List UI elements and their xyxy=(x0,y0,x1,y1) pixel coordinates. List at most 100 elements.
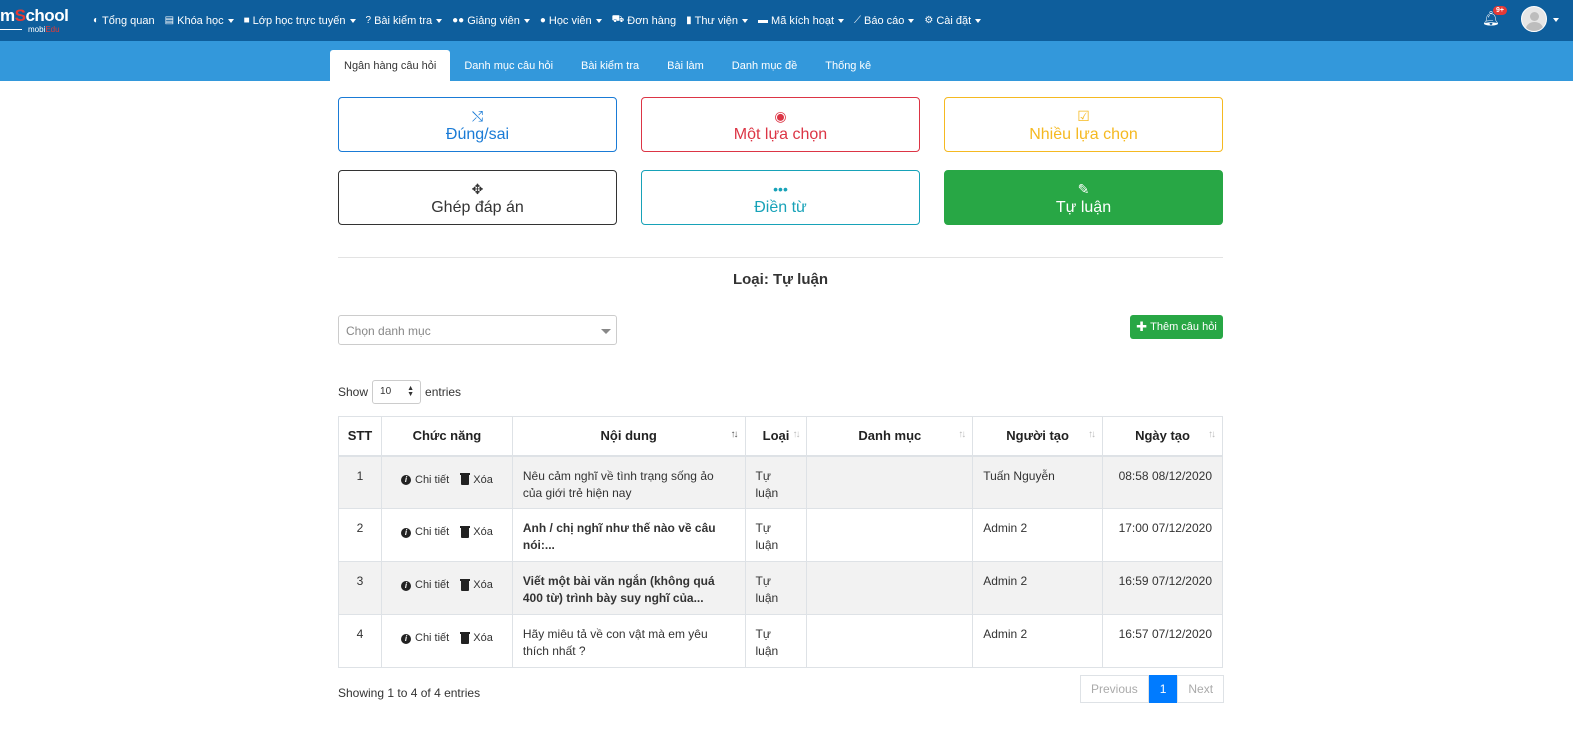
pagination: Previous 1 Next xyxy=(1080,675,1225,703)
header-label: STT xyxy=(347,428,373,444)
tab-bai-kiem-tra[interactable]: Bài kiểm tra xyxy=(581,59,640,72)
nav-item-don-hang[interactable]: ⛟ Đơn hàng xyxy=(612,14,676,27)
col-loai[interactable]: Loại ↑↓ xyxy=(744,416,808,457)
delete-button[interactable]: Xóa xyxy=(460,472,493,489)
avatar[interactable] xyxy=(1521,6,1547,32)
detail-label: Chi tiết xyxy=(415,526,450,538)
header-label: Danh mục xyxy=(858,428,922,444)
pagination-previous[interactable]: Previous xyxy=(1080,675,1149,703)
ellipsis-icon: ••• xyxy=(773,181,788,197)
header-label: Ngày tạo xyxy=(1135,428,1190,444)
shuffle-icon: ⤭ xyxy=(471,108,484,124)
header-label: Nội dung xyxy=(600,428,657,444)
cart-icon: ⛟ xyxy=(611,14,625,25)
nav-label: Bài kiểm tra xyxy=(374,14,433,27)
caret-down-icon xyxy=(595,18,602,23)
video-icon: ■ xyxy=(243,15,250,26)
col-ngay-tao[interactable]: Ngày tạo ↑↓ xyxy=(1102,416,1223,457)
detail-button[interactable]: i Chi tiết xyxy=(401,524,449,541)
row-actions: i Chi tiết Xóa xyxy=(392,520,502,541)
nav-label: Báo cáo xyxy=(864,14,905,27)
tab-thong-ke[interactable]: Thống kê xyxy=(825,59,872,72)
col-nguoi-tao[interactable]: Người tạo ↑↓ xyxy=(972,416,1104,457)
question-circle-icon: ? xyxy=(365,15,372,26)
page-length-value: 10 xyxy=(380,386,392,397)
cell-date: 16:59 07/12/2020 xyxy=(1102,561,1223,615)
tab-ngan-hang-cau-hoi[interactable]: Ngân hàng câu hỏi xyxy=(330,50,451,81)
cell-content: Nêu cảm nghĩ về tình trạng sống ảo của g… xyxy=(511,455,746,509)
sort-icon: ↑↓ xyxy=(730,429,739,440)
questions-table: STT Chức năng Nội dung ↑↓ Loại ↑↓ Danh mục… xyxy=(338,416,1223,668)
nav-label: Khóa học xyxy=(177,14,224,27)
cell-date: 16:57 07/12/2020 xyxy=(1102,614,1223,668)
detail-button[interactable]: i Chi tiết xyxy=(401,472,449,489)
pagination-page[interactable]: 1 xyxy=(1148,675,1178,703)
delete-button[interactable]: Xóa xyxy=(460,577,493,594)
col-danh-muc[interactable]: Danh mục ↑↓ xyxy=(806,416,974,457)
cell-creator: Admin 2 xyxy=(972,614,1104,668)
add-question-button[interactable]: ✚ Thêm câu hỏi xyxy=(1130,315,1223,339)
updown-icon: ▲ ▼ xyxy=(407,385,415,398)
pagination-next[interactable]: Next xyxy=(1177,675,1225,703)
cell-stt: 1 xyxy=(338,455,382,509)
logo-underline xyxy=(0,29,22,30)
caret-down-icon[interactable] xyxy=(1553,18,1559,22)
brand-logo[interactable]: mSchool mobiEdu xyxy=(0,4,80,36)
type-fill-blank-button[interactable]: ••• Điền từ xyxy=(641,170,920,225)
card-icon: ▬ xyxy=(758,15,769,26)
caret-down-icon xyxy=(227,18,234,23)
tab-danh-muc-cau-hoi[interactable]: Danh mục câu hỏi xyxy=(464,59,554,72)
table-info: Showing 1 to 4 of 4 entries xyxy=(338,686,481,700)
info-circle-icon: i xyxy=(401,580,411,591)
type-essay-button[interactable]: ✎ Tự luận xyxy=(944,170,1223,225)
nav-item-khoa-hoc[interactable]: ▤ Khóa học xyxy=(165,15,234,27)
type-true-false-button[interactable]: ⤭ Đúng/sai xyxy=(338,97,617,152)
tab-danh-muc-de[interactable]: Danh mục đề xyxy=(731,59,798,72)
nav-item-giang-vien[interactable]: ●● Giảng viên xyxy=(452,15,530,27)
nav-item-lop-hoc[interactable]: ■ Lớp học trực tuyến xyxy=(244,15,356,27)
col-noi-dung[interactable]: Nội dung ↑↓ xyxy=(511,416,746,457)
delete-button[interactable]: Xóa xyxy=(460,630,493,647)
cell-actions: i Chi tiết Xóa xyxy=(380,614,513,668)
row-actions: i Chi tiết Xóa xyxy=(392,573,502,594)
row-actions: i Chi tiết Xóa xyxy=(392,468,502,489)
nav-item-hoc-vien[interactable]: ● Học viên xyxy=(540,15,602,27)
add-question-label: Thêm câu hỏi xyxy=(1150,321,1217,333)
detail-button[interactable]: i Chi tiết xyxy=(401,630,449,647)
type-label: Điền từ xyxy=(754,199,807,216)
dashboard-icon: ◐ xyxy=(93,15,100,26)
cell-creator: Admin 2 xyxy=(972,508,1104,562)
chart-icon: ⟋ xyxy=(854,15,862,26)
nav-item-bao-cao[interactable]: ⟋ Báo cáo xyxy=(854,14,915,27)
tab-bai-lam[interactable]: Bài làm xyxy=(667,59,704,72)
table-row: 1 i Chi tiết Xóa Nêu cảm nghĩ về tình trạng … xyxy=(338,455,1223,509)
header-label: Chức năng xyxy=(412,428,482,444)
plus-icon: ✚ xyxy=(1136,319,1148,334)
nav-item-ma-kich-hoat[interactable]: ▬ Mã kích hoạt xyxy=(758,15,845,27)
page-length-select[interactable]: 10 ▲ ▼ xyxy=(372,380,422,404)
nav-item-tong-quan[interactable]: ◐ Tổng quan xyxy=(93,15,155,27)
cell-content: Anh / chị nghĩ như thế nào về câu nói:..… xyxy=(511,508,746,562)
header-label: Loại xyxy=(762,428,790,444)
caret-down-icon xyxy=(523,18,530,23)
col-stt[interactable]: STT xyxy=(338,416,382,457)
nav-item-bai-kiem-tra[interactable]: ? Bài kiểm tra xyxy=(366,15,443,27)
category-select[interactable]: Chọn danh mục xyxy=(338,315,617,345)
detail-button[interactable]: i Chi tiết xyxy=(401,577,449,594)
trash-icon xyxy=(460,525,471,538)
nav-item-thu-vien[interactable]: ▮ Thư viện xyxy=(686,14,749,27)
type-matching-button[interactable]: ✥ Ghép đáp án xyxy=(338,170,617,225)
trash-icon xyxy=(460,631,471,644)
header-label: Người tạo xyxy=(1006,428,1069,444)
nav-item-cai-dat[interactable]: ⚙ Cài đặt xyxy=(924,15,982,27)
divider xyxy=(338,257,1223,258)
table-row: 3 i Chi tiết Xóa Viết một bài văn ngắn (khô… xyxy=(338,561,1223,615)
gears-icon: ⚙ xyxy=(924,15,934,26)
delete-button[interactable]: Xóa xyxy=(460,524,493,541)
cell-actions: i Chi tiết Xóa xyxy=(380,561,513,615)
type-multiple-choice-button[interactable]: ☑ Nhiều lựa chọn xyxy=(944,97,1223,152)
show-label: Show xyxy=(338,385,369,399)
sort-icon: ↑↓ xyxy=(1088,429,1096,440)
type-single-choice-button[interactable]: ◉ Một lựa chọn xyxy=(641,97,920,152)
nav-label: Thư viện xyxy=(694,14,739,27)
